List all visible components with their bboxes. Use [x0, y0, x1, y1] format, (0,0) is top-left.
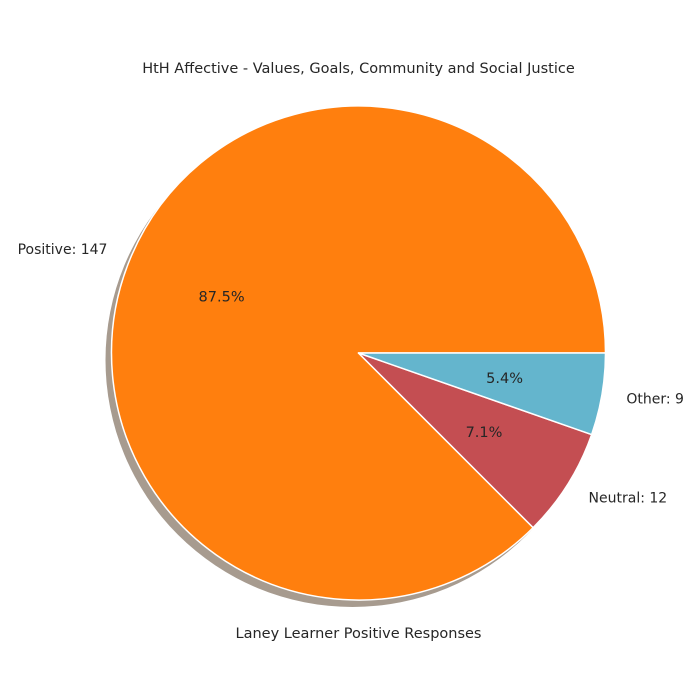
slice-label: Other: 9: [626, 392, 684, 408]
slice-percent-label: 7.1%: [466, 425, 503, 441]
pie-slice: [357, 352, 593, 529]
pie-slice: [110, 105, 607, 601]
chart-xlabel: Laney Learner Positive Responses: [235, 626, 482, 642]
slice-percent-label: 87.5%: [199, 289, 245, 305]
slice-label: Neutral: 12: [589, 491, 668, 507]
slice-percent-label: 5.4%: [486, 371, 523, 387]
pie-slice: [357, 352, 607, 436]
chart-title: HtH Affective - Values, Goals, Community…: [142, 61, 575, 77]
slice-label: Positive: 147: [18, 242, 108, 258]
